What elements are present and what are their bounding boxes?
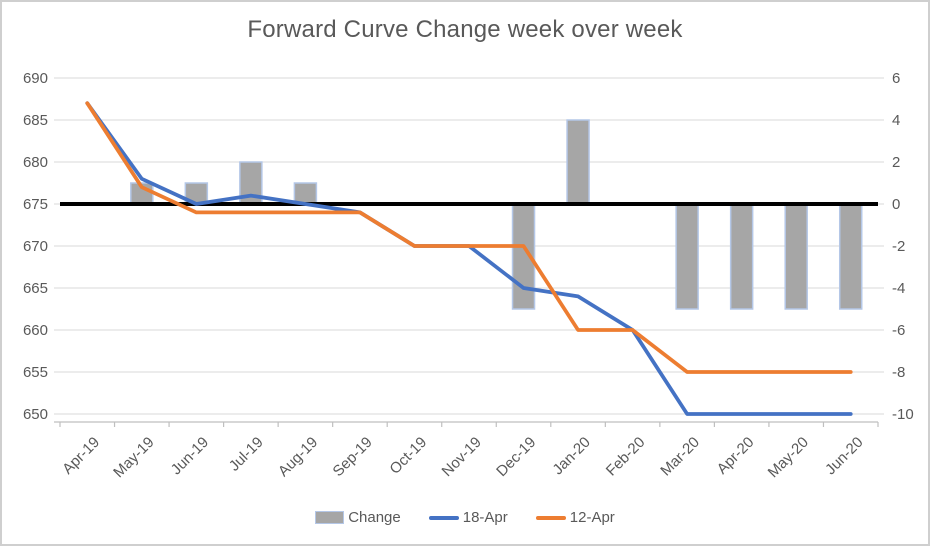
right-axis-tick-label: -10 [892, 406, 914, 423]
legend-bar-swatch-icon [315, 511, 345, 524]
x-axis-category-label: Nov-19 [439, 434, 485, 480]
bar-change-Jun-20 [838, 203, 863, 310]
x-axis-category-label: Mar-20 [657, 434, 703, 480]
x-axis-category-label: May-20 [765, 434, 812, 481]
legend-label-12-apr: 12-Apr [569, 509, 615, 526]
left-axis-tick-label: 670 [23, 238, 48, 255]
left-axis-tick-label: 650 [23, 406, 48, 423]
left-axis-tick-label: 665 [23, 280, 48, 297]
legend-label-change: Change [348, 509, 401, 526]
left-axis-tick-label: 685 [23, 112, 48, 129]
bar-change-Aug-19 [293, 182, 318, 205]
x-axis-category-label: Jan-20 [549, 434, 593, 478]
x-axis-category-label: Jun-20 [822, 434, 866, 478]
x-axis-category-label: Dec-19 [493, 434, 539, 480]
line-12-apr [85, 101, 853, 374]
chart-title: Forward Curve Change week over week [247, 16, 683, 43]
x-axis-category-label: Jul-19 [226, 434, 267, 475]
x-axis-category-label: Feb-20 [603, 434, 649, 480]
right-axis-tick-label: 2 [892, 154, 900, 171]
left-axis-tick-label: 660 [23, 322, 48, 339]
left-axis-tick-label: 655 [23, 364, 48, 381]
legend-line-swatch-icon [535, 515, 566, 520]
bar-change-Apr-20 [729, 203, 754, 310]
right-axis-tick-label: 4 [892, 112, 900, 129]
right-axis-tick-label: 6 [892, 70, 900, 87]
x-axis-category-label: May-19 [110, 434, 157, 481]
x-axis-category-label: Aug-19 [275, 434, 321, 480]
left-axis-tick-label: 680 [23, 154, 48, 171]
right-axis-tick-label: 0 [892, 196, 900, 213]
legend-item-change: Change [315, 509, 401, 526]
right-axis-tick-label: -8 [892, 364, 905, 381]
bar-change-Jan-20 [566, 119, 590, 205]
x-axis-category-label: Sep-19 [330, 434, 376, 480]
legend-item-18-apr: 18-Apr [428, 509, 508, 526]
bar-change-May-20 [784, 203, 808, 310]
x-axis-category-label: Apr-19 [59, 434, 103, 478]
x-axis-category-label: Apr-20 [714, 434, 758, 478]
right-axis-tick-label: -4 [892, 280, 905, 297]
bar-change-Mar-20 [675, 203, 699, 310]
right-axis-tick-label: -2 [892, 238, 905, 255]
legend-label-18-apr: 18-Apr [462, 509, 508, 526]
legend-item-12-apr: 12-Apr [535, 509, 615, 526]
left-axis-tick-label: 690 [23, 70, 48, 87]
legend-line-swatch-icon [428, 515, 459, 520]
right-axis-tick-label: -6 [892, 322, 905, 339]
x-axis-category-label: Jun-19 [168, 434, 212, 478]
chart-legend: Change 18-Apr 12-Apr [2, 509, 928, 526]
x-axis-category-label: Oct-19 [386, 434, 430, 478]
left-axis-tick-label: 675 [23, 196, 48, 213]
